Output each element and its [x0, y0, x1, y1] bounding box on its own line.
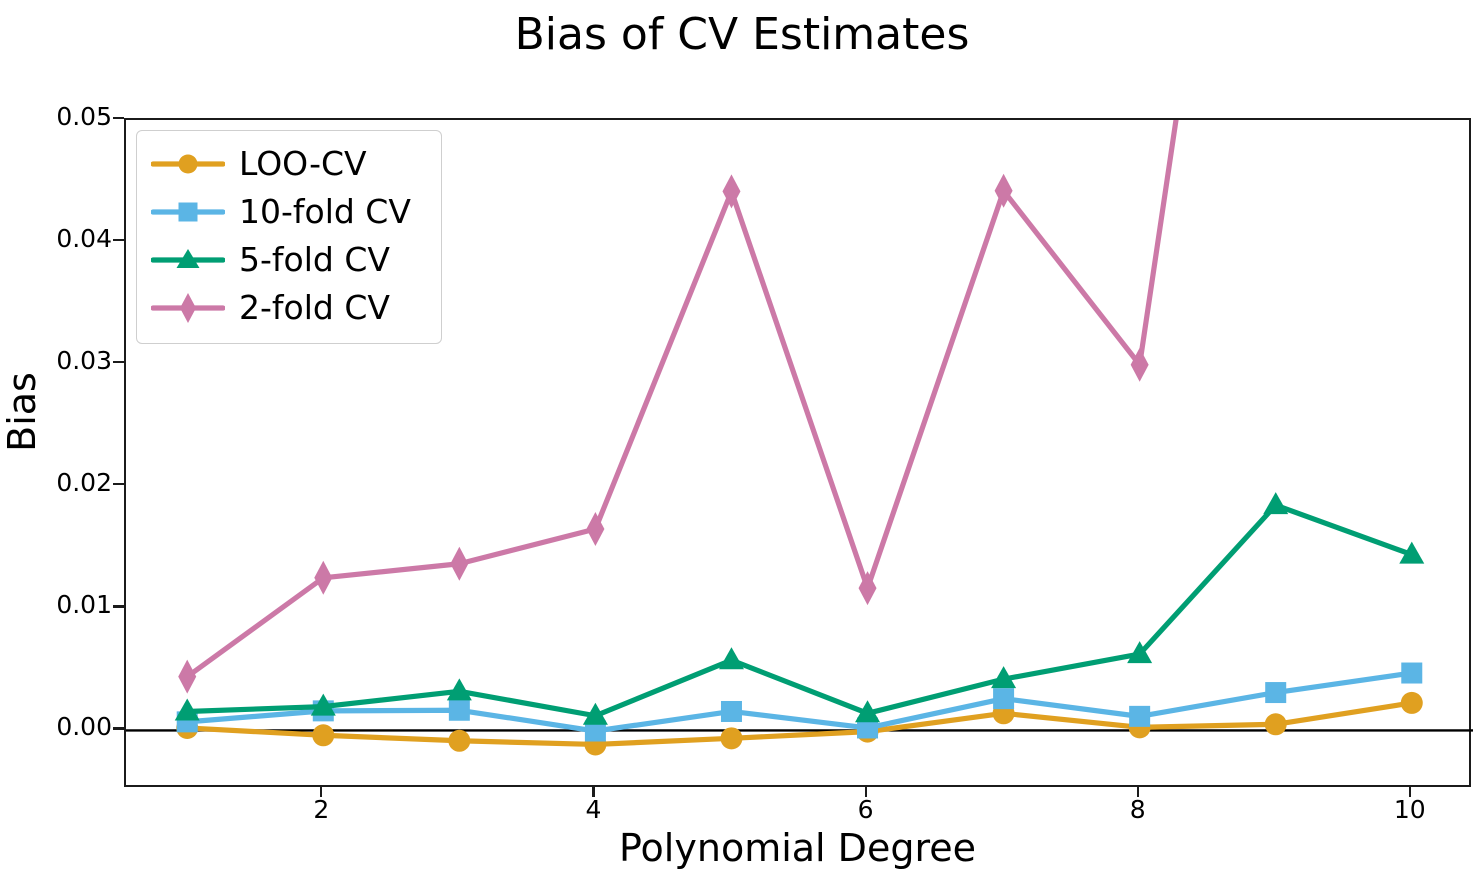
legend-marker-triangle	[176, 249, 200, 268]
y-axis-tick-mark	[113, 117, 124, 120]
y-axis-tick-mark	[113, 727, 124, 730]
data-point-marker	[991, 666, 1017, 689]
data-point-marker	[314, 560, 333, 595]
x-axis-tick-mark	[592, 786, 595, 797]
x-axis-tick-mark	[320, 786, 323, 797]
data-point-marker	[855, 700, 881, 723]
data-point-marker	[858, 571, 877, 606]
x-axis-tick-label: 8	[1129, 795, 1146, 824]
x-axis-tick-mark	[1408, 786, 1411, 797]
y-axis-tick-label: 0.01	[56, 590, 112, 620]
y-axis-tick-label: 0.04	[56, 224, 112, 254]
y-axis-tick-mark	[113, 239, 124, 242]
data-point-marker	[1129, 705, 1151, 727]
data-point-marker	[1265, 682, 1287, 704]
x-axis-label: Polynomial Degree	[619, 826, 976, 870]
y-axis-tick-mark	[113, 483, 124, 486]
data-point-marker	[178, 659, 197, 694]
legend-swatch-icon	[151, 197, 225, 227]
legend-item[interactable]: 10-fold CV	[137, 188, 441, 236]
page-title: Bias of CV Estimates	[514, 9, 970, 60]
legend-marker-square	[178, 202, 198, 222]
x-axis-tick-mark	[864, 786, 867, 797]
x-axis-tick-label: 4	[585, 795, 602, 824]
data-point-marker	[722, 174, 741, 209]
data-point-marker	[582, 702, 608, 725]
legend-marker-diamond	[180, 293, 196, 323]
y-axis-tick-label: 0.02	[56, 468, 112, 498]
data-point-marker	[1264, 713, 1287, 736]
legend: LOO-CV 10-fold CV 5-fold CV 2-fold CV	[136, 130, 442, 344]
legend-item-label: 5-fold CV	[239, 240, 390, 279]
x-axis-tick-label: 2	[313, 795, 330, 824]
data-point-marker	[586, 511, 605, 546]
data-point-marker	[1399, 541, 1425, 564]
y-axis-tick-mark	[113, 361, 124, 364]
data-point-marker	[1263, 492, 1289, 515]
series-line	[184, 502, 1415, 719]
y-axis-tick-mark	[113, 605, 124, 608]
legend-swatch-icon	[151, 293, 225, 323]
data-point-marker	[174, 698, 200, 721]
series-line	[184, 700, 1415, 748]
data-point-marker	[584, 720, 606, 742]
series-5-fold-cv	[174, 492, 1425, 725]
data-point-marker	[1130, 347, 1149, 382]
series-line	[184, 120, 1179, 680]
x-axis-tick-mark	[1136, 786, 1139, 797]
data-point-marker	[720, 727, 743, 750]
data-point-marker	[718, 647, 744, 670]
data-point-marker	[857, 717, 879, 739]
data-point-marker	[720, 700, 742, 722]
data-point-marker	[312, 724, 335, 747]
series-group	[126, 120, 1473, 756]
y-axis-tick-label: 0.05	[56, 102, 112, 131]
data-point-marker	[446, 678, 472, 701]
data-point-marker	[448, 729, 471, 752]
series-2-fold-cv	[178, 120, 1179, 694]
series-plot	[126, 120, 1473, 756]
x-axis-tick-label: 6	[857, 795, 874, 824]
data-point-marker	[448, 699, 470, 721]
data-point-marker	[1127, 641, 1153, 664]
legend-marker-circle	[178, 154, 198, 174]
legend-swatch-icon	[151, 245, 225, 275]
series-line	[184, 670, 1415, 734]
legend-item-label: LOO-CV	[239, 144, 367, 183]
data-point-marker	[1400, 691, 1423, 714]
legend-swatch-icon	[151, 149, 225, 179]
data-point-marker	[994, 173, 1013, 208]
data-point-marker	[1401, 662, 1423, 684]
data-point-marker	[310, 693, 336, 716]
legend-item-label: 10-fold CV	[239, 192, 411, 231]
x-axis-tick-label: 10	[1393, 795, 1426, 824]
legend-item-label: 2-fold CV	[239, 288, 390, 327]
y-axis-tick-label: 0.00	[56, 712, 112, 742]
data-point-marker	[993, 688, 1015, 710]
legend-item[interactable]: 2-fold CV	[137, 284, 441, 332]
legend-item[interactable]: LOO-CV	[137, 140, 441, 188]
data-point-marker	[450, 546, 469, 581]
legend-item[interactable]: 5-fold CV	[137, 236, 441, 284]
y-axis-tick-label: 0.03	[56, 346, 112, 376]
